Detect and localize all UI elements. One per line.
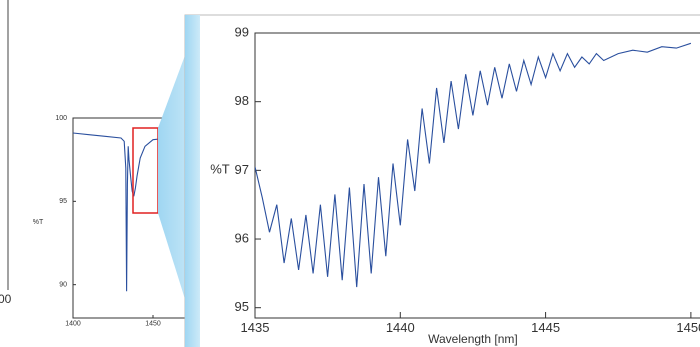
series xyxy=(73,132,185,292)
x-tick-label: 1445 xyxy=(531,320,560,335)
y-tick-label: 90 xyxy=(59,282,67,289)
x-tick-label: 1450 xyxy=(145,320,161,327)
y-tick-label: 95 xyxy=(59,198,67,205)
y-axis-label: %T xyxy=(210,161,230,176)
data-line xyxy=(255,42,692,288)
y-axis-label: %T xyxy=(33,219,44,226)
x-tick-label: 1435 xyxy=(241,320,270,335)
y-tick-label: 95 xyxy=(235,299,249,314)
x-tick-label: 1450 xyxy=(676,320,700,335)
y-tick-label: 98 xyxy=(235,93,249,108)
zoom-cone-edge xyxy=(185,15,200,347)
zoom-chart: 95 96 97 98 99 1435 1440 1445 1450 %T Wavelength [… xyxy=(210,24,700,346)
x-axis-label: Wavelength [nm] xyxy=(428,332,518,346)
y-tick-label: 97 xyxy=(235,162,249,177)
y-tick-label: 100 xyxy=(55,115,67,122)
x-tick-label: 1440 xyxy=(386,320,415,335)
plot-frame xyxy=(254,32,700,319)
x-tick-label: 1400 xyxy=(65,320,81,327)
series xyxy=(255,42,692,288)
cropped-label: 00 xyxy=(0,292,12,306)
y-tick-label: 99 xyxy=(235,24,249,39)
data-line xyxy=(73,132,185,292)
y-tick-label: 96 xyxy=(235,230,249,245)
